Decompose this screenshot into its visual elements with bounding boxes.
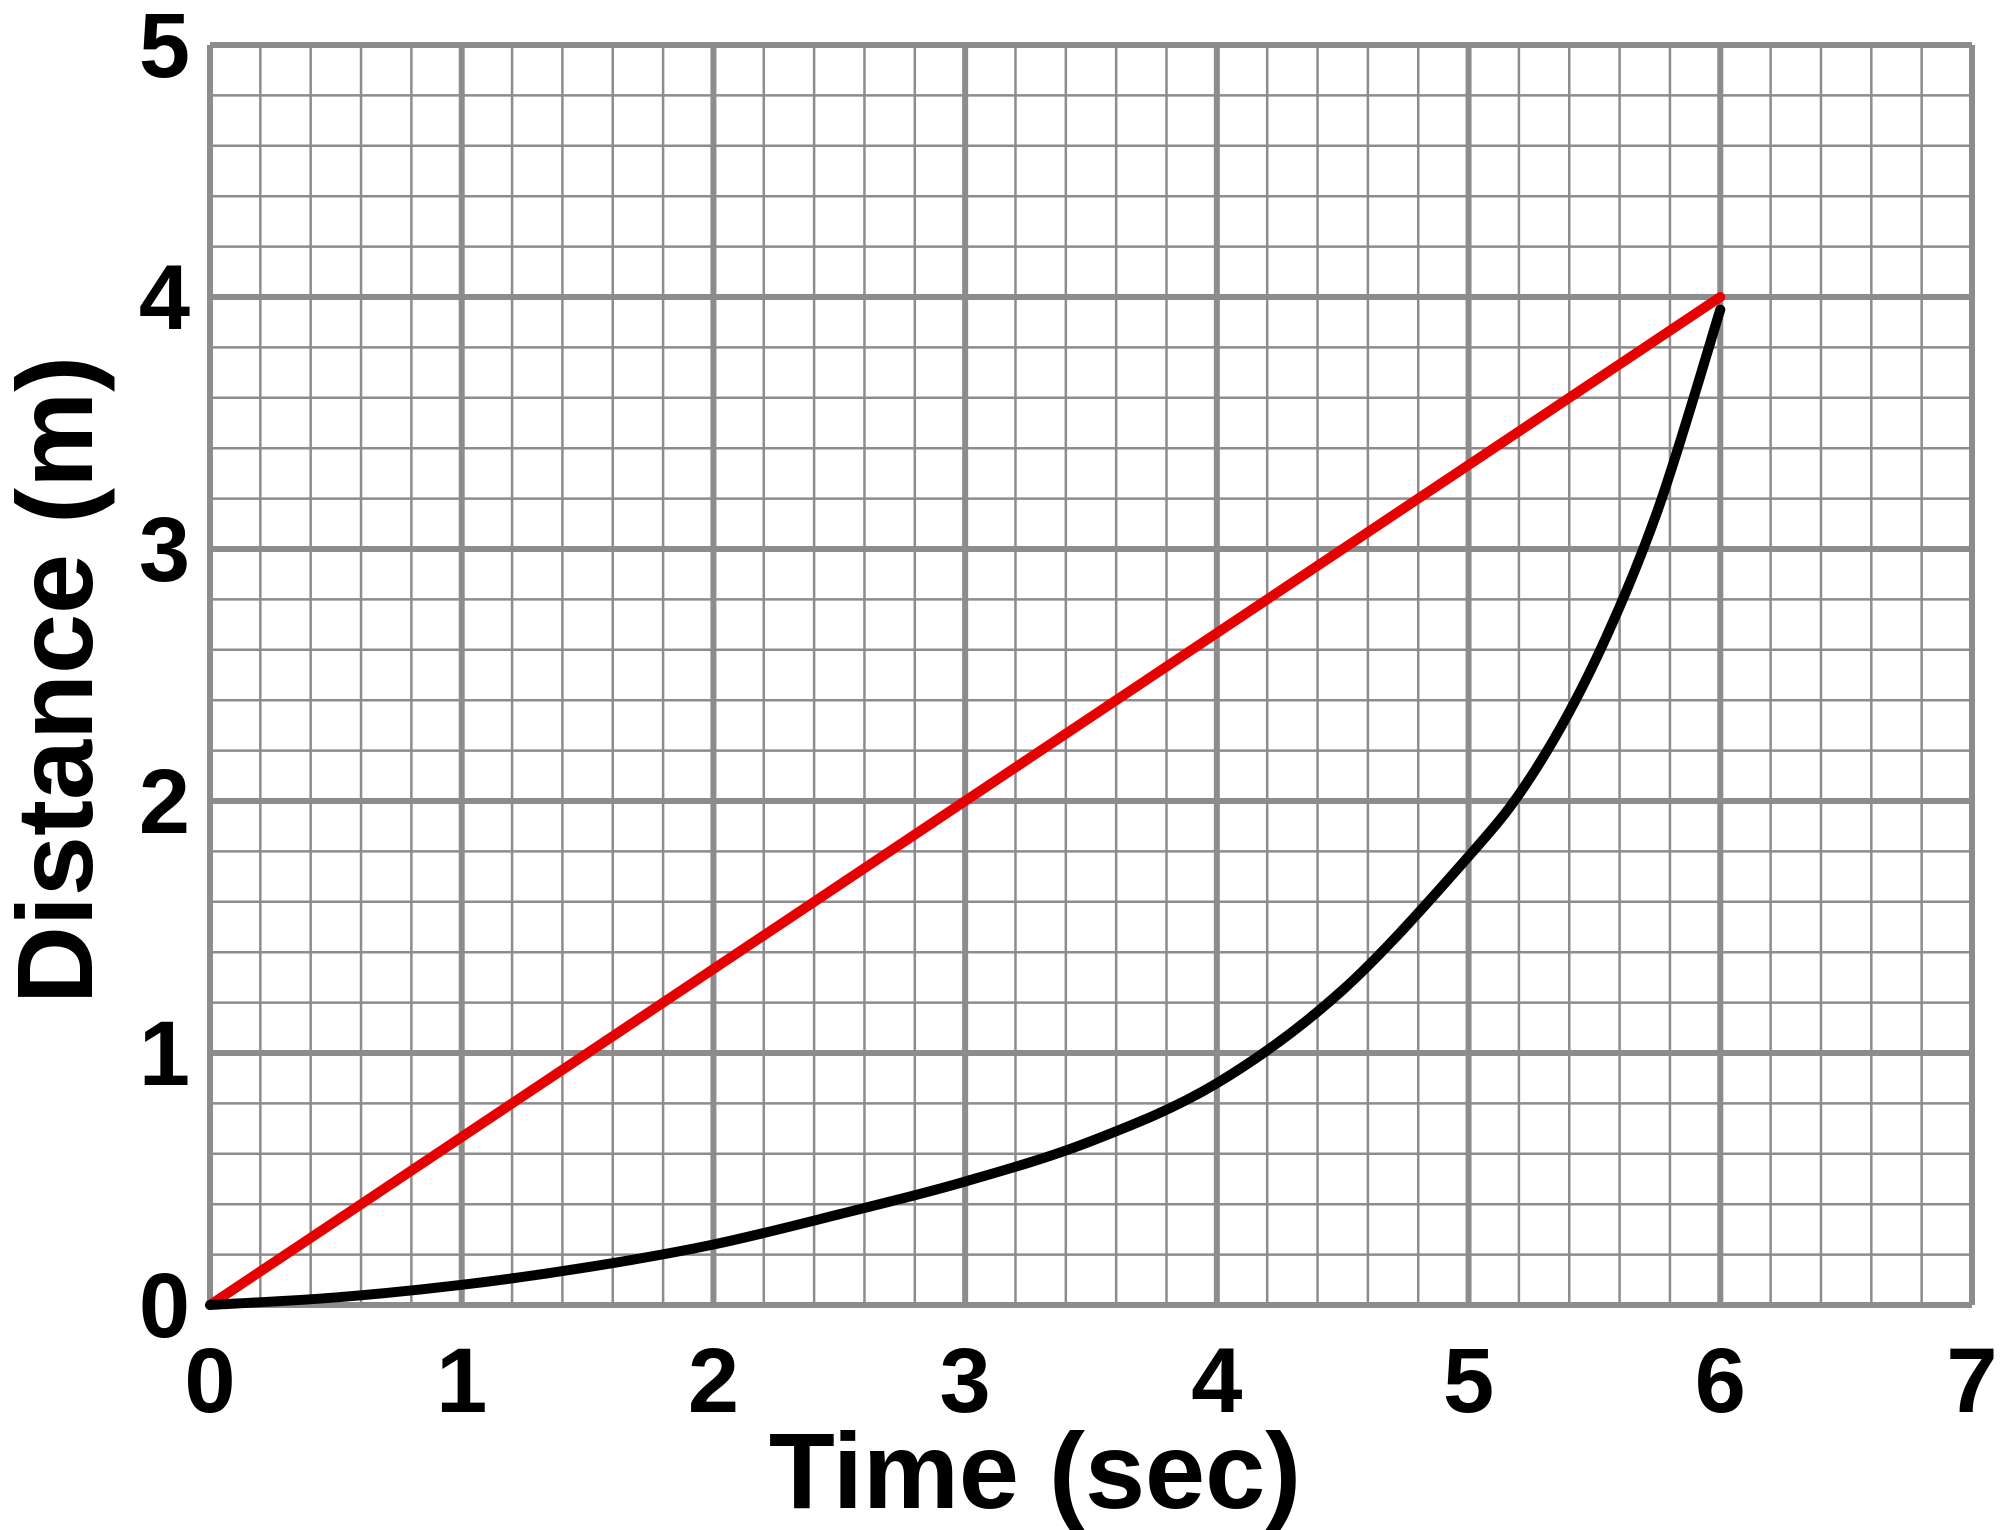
y-tick-labels: 0 1 2 3 4 5 (139, 0, 190, 1357)
series-layer (205, 292, 1726, 1310)
series-line-2 (205, 304, 1726, 1310)
x-tick-label: 6 (1695, 1330, 1746, 1432)
x-tick-label: 1 (436, 1330, 487, 1432)
x-tick-label: 2 (688, 1330, 739, 1432)
y-tick-label: 1 (139, 1003, 190, 1105)
y-tick-label: 0 (139, 1255, 190, 1357)
x-tick-label: 3 (940, 1330, 991, 1432)
x-tick-labels: 0 1 2 3 4 5 6 7 (184, 1330, 1997, 1432)
y-tick-label: 2 (139, 751, 190, 853)
x-tick-label: 5 (1443, 1330, 1494, 1432)
x-tick-label: 7 (1946, 1330, 1997, 1432)
minor-gridlines (210, 45, 1972, 1305)
y-tick-label: 4 (139, 247, 190, 349)
y-axis-label: Distance (m) (0, 356, 115, 1004)
major-gridlines (207, 42, 1975, 1308)
x-tick-label: 0 (184, 1330, 235, 1432)
x-axis-label: Time (sec) (769, 1410, 1301, 1530)
series-line-1 (205, 292, 1726, 1310)
y-tick-label: 5 (139, 0, 190, 97)
y-tick-label: 3 (139, 499, 190, 601)
x-tick-label: 4 (1191, 1330, 1242, 1432)
